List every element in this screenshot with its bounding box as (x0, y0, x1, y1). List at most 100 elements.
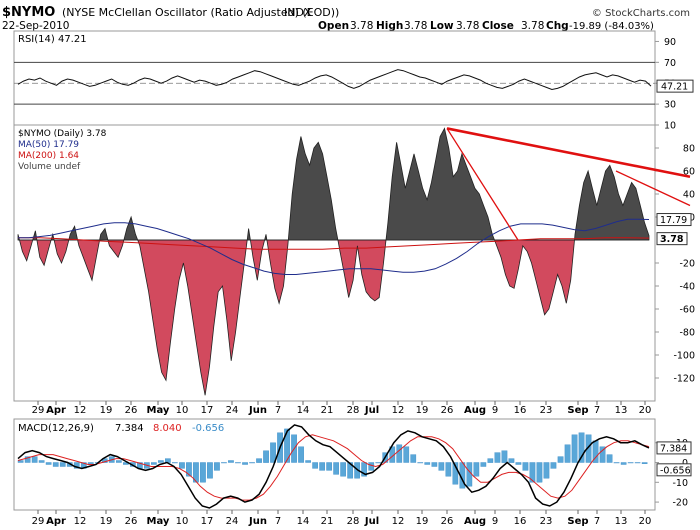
macd-hist-bar (157, 460, 164, 463)
macd-hist-bar (150, 462, 157, 465)
macd-hist-bar (340, 462, 347, 477)
x-tick-label: Jun (248, 405, 267, 416)
macd-legend-hist: -0.656 (192, 423, 224, 434)
x-tick-label: 9 (492, 516, 498, 527)
x-tick-label: 24 (226, 516, 239, 527)
macd-hist-bar (445, 462, 452, 477)
main-tick-label: -80 (679, 328, 695, 339)
x-tick-label: 26 (441, 405, 454, 416)
x-tick-label: Jun (248, 516, 267, 527)
macd-hist-bar (284, 428, 290, 463)
macd-hist-bar (319, 462, 326, 471)
macd-legend-macd: 7.384 (115, 423, 144, 434)
macd-hist-bar (487, 458, 494, 463)
x-tick-label: 12 (74, 516, 87, 527)
macd-hist-bar (627, 462, 634, 464)
legend-volume: Volume undef (18, 162, 81, 172)
macd-hist-bar (585, 434, 592, 463)
x-tick-label: 19 (100, 516, 113, 527)
macd-hist-bar (431, 462, 438, 467)
main-tick-label: 60 (683, 167, 695, 178)
macd-tick-label: -20 (672, 498, 688, 509)
x-tick-label: Sep (567, 405, 588, 416)
macd-legend-signal: 8.040 (153, 423, 182, 434)
macd-hist-bar (403, 446, 410, 463)
main-tick-label: -120 (673, 374, 695, 385)
main-tick-label: -40 (679, 282, 695, 293)
x-tick-label: 12 (74, 405, 87, 416)
macd-hist-bar (333, 462, 340, 475)
x-tick-label: 17 (201, 516, 214, 527)
x-tick-label: 23 (540, 405, 553, 416)
legend-ma200: MA(200) 1.64 (18, 151, 79, 161)
chg-label: Chg (546, 20, 569, 32)
close-value: 3.78 (521, 20, 544, 32)
x-tick-label: 28 (347, 405, 360, 416)
macd-hist-bar (171, 462, 178, 464)
x-tick-label: 19 (416, 405, 429, 416)
main-tick-label: -20 (679, 259, 695, 270)
nymo-last-value: 3.78 (660, 234, 684, 245)
rsi-tick-label: 10 (664, 121, 676, 132)
macd-hist-bar (45, 462, 52, 465)
macd-hist-bar (375, 462, 382, 464)
x-tick-label: 19 (100, 405, 113, 416)
macd-hist-bar (557, 456, 564, 463)
macd-hist-bar (438, 462, 445, 471)
macd-hist-bar (326, 462, 333, 471)
macd-hist-bar (312, 462, 319, 469)
main-tick-label: -100 (673, 351, 695, 362)
trendline (446, 128, 519, 241)
macd-hist-bar (550, 462, 557, 469)
macd-hist-bar (17, 460, 24, 463)
main-tick-label: -60 (679, 305, 695, 316)
macd-hist-bar (424, 462, 431, 465)
x-tick-label: 21 (321, 405, 334, 416)
macd-hist-bar (235, 462, 241, 464)
close-label: Close (482, 20, 514, 32)
macd-hist-bar (221, 462, 227, 464)
macd-hist-bar (522, 462, 529, 471)
macd-hist-bar (242, 462, 248, 465)
macd-hist-bar (249, 462, 255, 464)
header-description: (NYSE McClellan Oscillator (Ratio Adjust… (62, 6, 339, 19)
macd-hist-bar (396, 444, 403, 463)
macd-hist-bar (508, 458, 515, 463)
low-label: Low (430, 20, 454, 32)
macd-hist-bar (536, 462, 543, 483)
x-tick-label: 16 (514, 516, 527, 527)
rsi-last-value-box (656, 79, 694, 93)
rsi-tick-label: 30 (664, 100, 676, 111)
rsi-tick-label: 90 (664, 37, 676, 48)
x-tick-label: 7 (594, 405, 600, 416)
x-tick-label: 16 (514, 405, 527, 416)
macd-hist-bar (305, 460, 312, 463)
macd-hist-bar (543, 462, 550, 479)
hist-last-box (656, 463, 692, 477)
macd-hist-bar (515, 462, 522, 465)
x-tick-label: 10 (176, 405, 189, 416)
macd-hist-bar (207, 462, 213, 479)
chg-value: -19.89 (-84.03%) (569, 21, 654, 32)
header-symbol: $NYMO (2, 5, 55, 20)
macd-hist-bar (606, 454, 613, 463)
x-tick-label: 17 (201, 405, 214, 416)
x-tick-label: 7 (275, 405, 281, 416)
macd-tick-label: -10 (672, 478, 688, 489)
x-tick-label: 23 (540, 516, 553, 527)
macd-hist-bar (410, 454, 417, 463)
macd-hist-bar (263, 450, 269, 463)
x-tick-label: Jul (364, 405, 379, 416)
macd-hist-bar (529, 462, 536, 483)
macd-hist-bar (115, 460, 122, 463)
x-tick-label: Aug (464, 405, 486, 416)
ma50-last-box (656, 213, 692, 227)
macd-hist-bar (298, 446, 304, 463)
x-tick-label: 12 (392, 405, 405, 416)
x-tick-label: 7 (594, 516, 600, 527)
x-tick-label: 21 (321, 516, 334, 527)
x-tick-label: 20 (639, 405, 652, 416)
rsi-line (17, 69, 652, 91)
